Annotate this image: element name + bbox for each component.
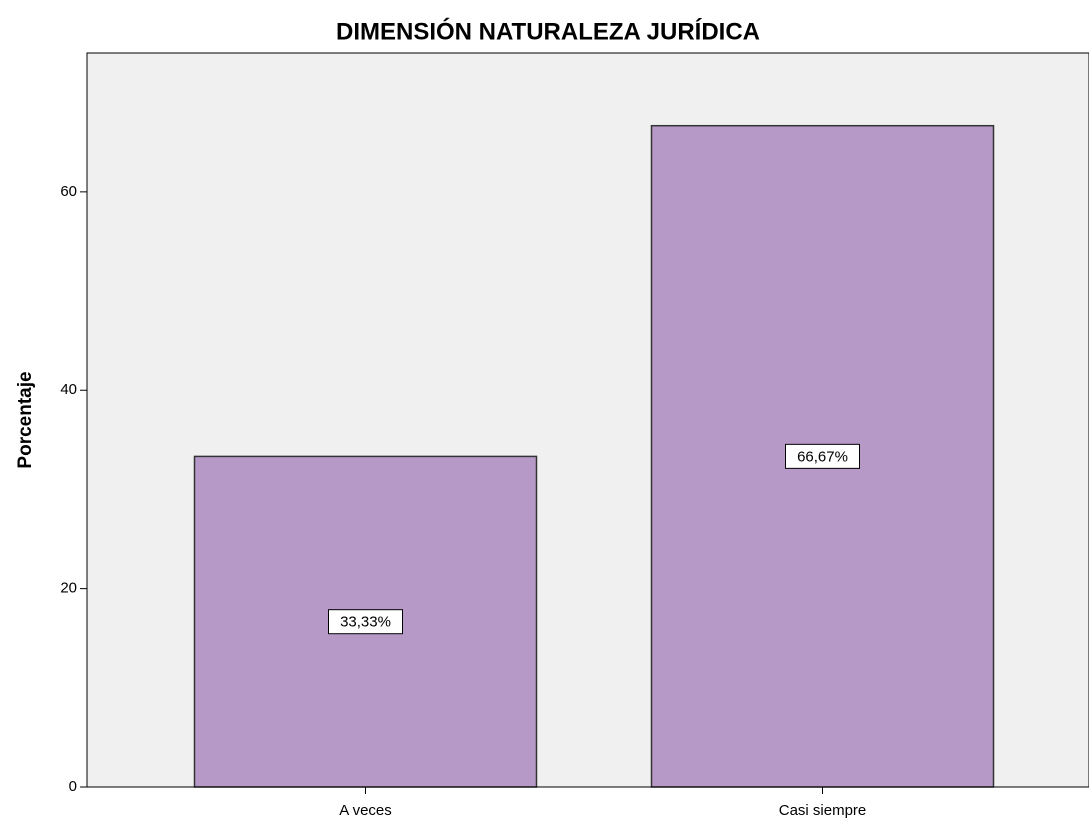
value-label-box bbox=[785, 443, 860, 469]
y-tick-label: 60 bbox=[60, 183, 77, 200]
value-label-box bbox=[328, 609, 403, 635]
value-label: 33,33% bbox=[340, 614, 391, 631]
y-tick-label: 40 bbox=[60, 381, 77, 398]
x-tick-label: Casi siempre bbox=[779, 802, 867, 819]
x-tick-label: A veces bbox=[339, 802, 392, 819]
chart-title: DIMENSIÓN NATURALEZA JURÍDICA bbox=[336, 17, 760, 45]
y-axis-label: Porcentaje bbox=[15, 371, 36, 468]
y-tick-label: 20 bbox=[60, 580, 77, 597]
y-tick-label: 0 bbox=[69, 778, 77, 795]
value-label: 66,67% bbox=[797, 448, 848, 465]
